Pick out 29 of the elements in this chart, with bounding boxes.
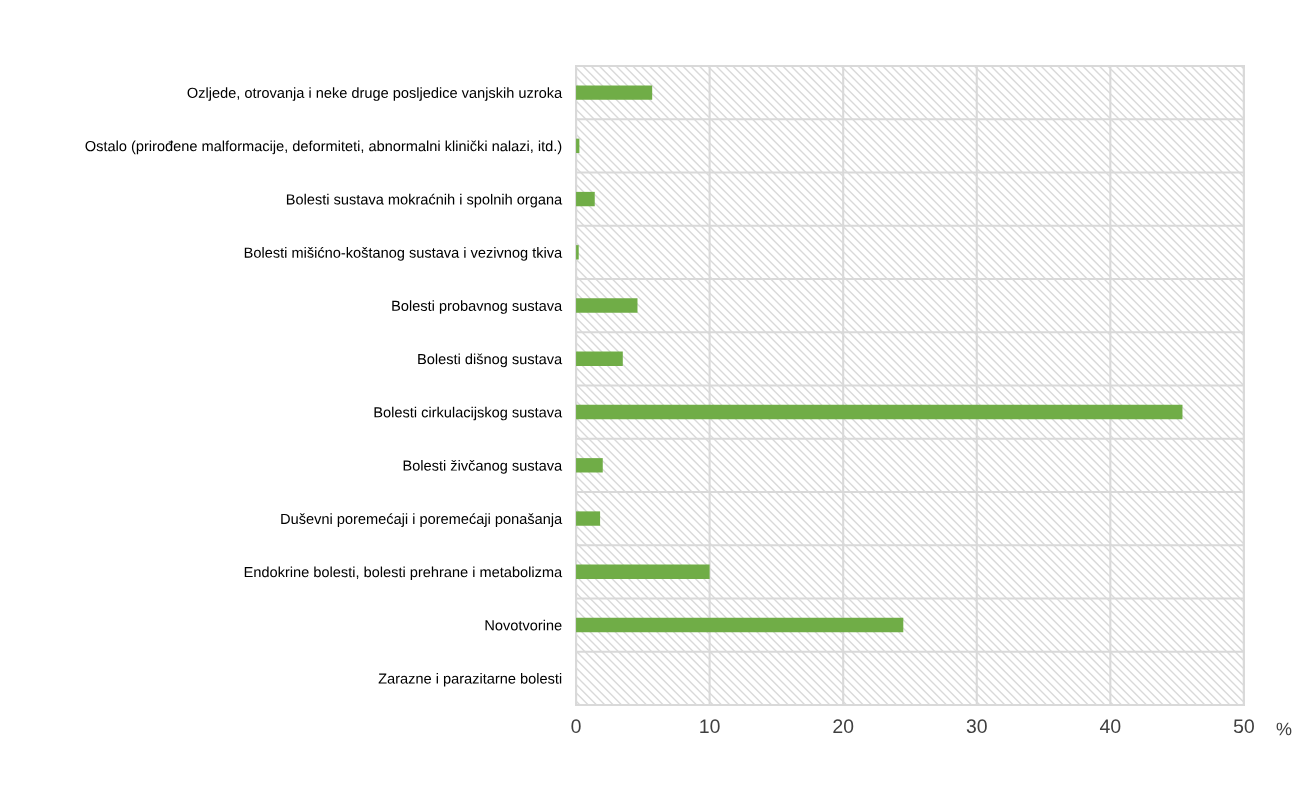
y-tick-label: Bolesti cirkulacijskog sustava <box>374 406 563 421</box>
bar <box>576 511 601 526</box>
x-tick-label: 10 <box>700 719 720 734</box>
y-tick-label: Zarazne i parazitarne bolesti <box>378 673 562 687</box>
bar <box>576 564 710 579</box>
y-tick-label: Ozljede, otrovanja i neke druge posljedice vanjskih uzroka <box>187 87 563 101</box>
x-tick-label: 0 <box>571 719 581 734</box>
y-tick-label: Bolesti probavnog sustava <box>392 300 563 314</box>
y-tick-label: Novotvorine <box>485 619 562 631</box>
y-tick-label: Bolesti dišnog sustava <box>418 353 563 368</box>
bar <box>576 85 653 100</box>
y-tick-label: Ostalo (prirođene malformacije, deformiteti, abnormalni klinički nalazi, itd.) <box>85 140 562 155</box>
x-axis-title: % <box>1276 722 1292 736</box>
y-tick-label: Duševni poremećaji i poremećaji ponašanja <box>281 513 563 527</box>
bar <box>576 245 579 260</box>
y-tick-label: Bolesti mišićno-koštanog sustava i vezivnog tkiva <box>244 246 563 261</box>
x-tick-label: 40 <box>1099 719 1121 734</box>
y-tick-label: Bolesti živčanog sustava <box>403 460 563 474</box>
bar <box>576 351 623 366</box>
bar <box>576 298 638 313</box>
x-tick-label: 30 <box>966 719 987 734</box>
bar <box>576 191 595 207</box>
bar <box>576 617 904 633</box>
x-tick-label: 20 <box>833 719 854 734</box>
y-tick-label: Bolesti sustava mokraćnih i spolnih organa <box>286 193 563 208</box>
x-tick-label: 50 <box>1233 719 1254 734</box>
bar <box>576 458 603 473</box>
y-tick-label: Endokrine bolesti, bolesti prehrane i metabolizma <box>244 566 563 581</box>
bar <box>576 404 1183 420</box>
